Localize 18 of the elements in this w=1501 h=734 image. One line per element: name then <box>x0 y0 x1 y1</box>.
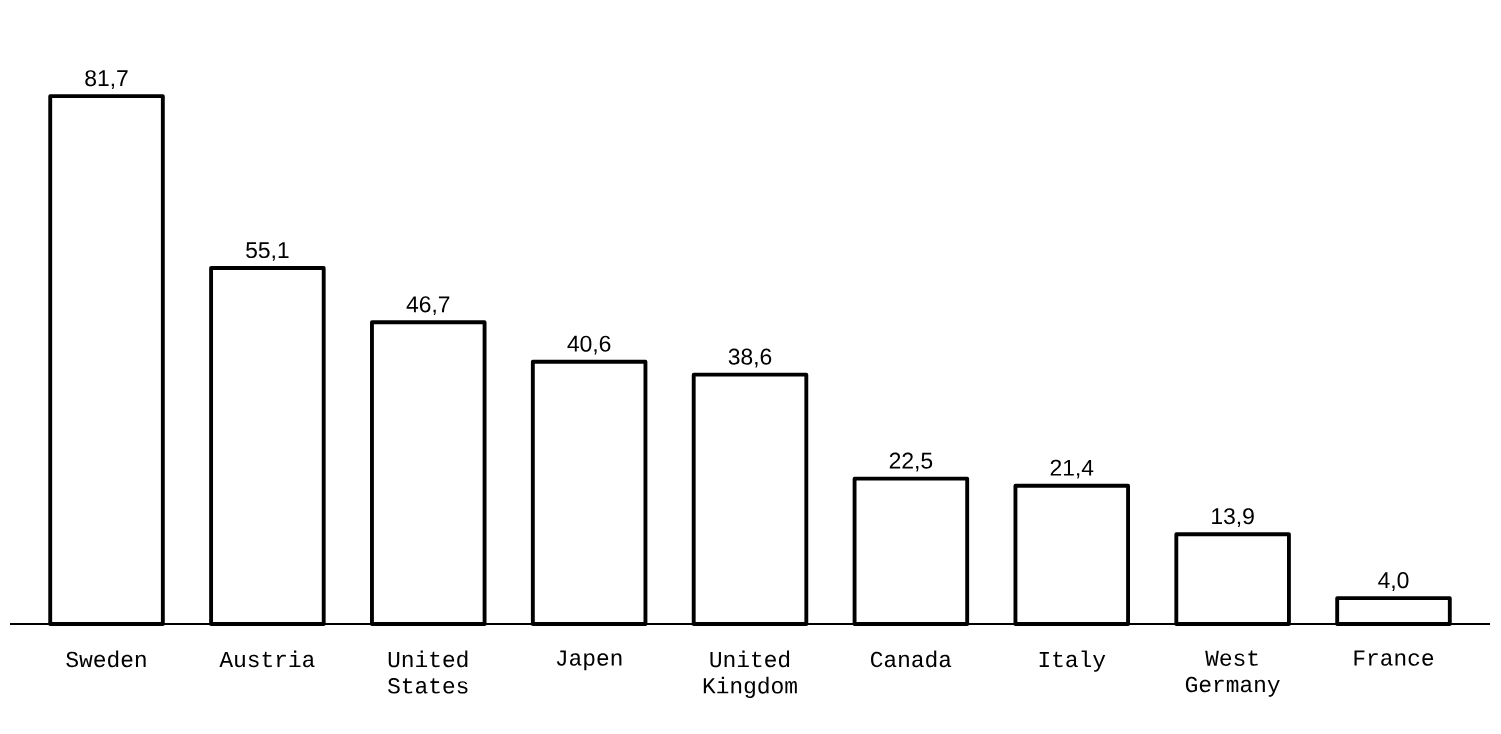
data-label: 38,6 <box>728 348 772 368</box>
x-tick-label: Italy <box>1039 650 1106 672</box>
x-tick-label: Sweden <box>66 650 146 668</box>
data-label: 81,7 <box>85 70 128 89</box>
x-tick-label: Japen <box>556 650 622 671</box>
data-label: 55,1 <box>246 242 289 261</box>
data-label: 13,9 <box>1212 508 1254 527</box>
x-tick-label: United Kingdom <box>703 650 797 699</box>
x-tick-label: West Germany <box>1185 650 1280 697</box>
x-tick-label: Austria <box>219 650 315 668</box>
data-label: 21,4 <box>1050 459 1094 479</box>
x-tick-label: Canada <box>871 650 952 668</box>
x-tick-label: United States <box>388 650 468 694</box>
x-tick-label: France <box>1354 650 1434 666</box>
data-label: 40,6 <box>567 335 611 355</box>
data-label: 4,0 <box>1378 572 1409 591</box>
data-label: 22,5 <box>889 452 933 472</box>
data-label: 46,7 <box>406 296 450 316</box>
